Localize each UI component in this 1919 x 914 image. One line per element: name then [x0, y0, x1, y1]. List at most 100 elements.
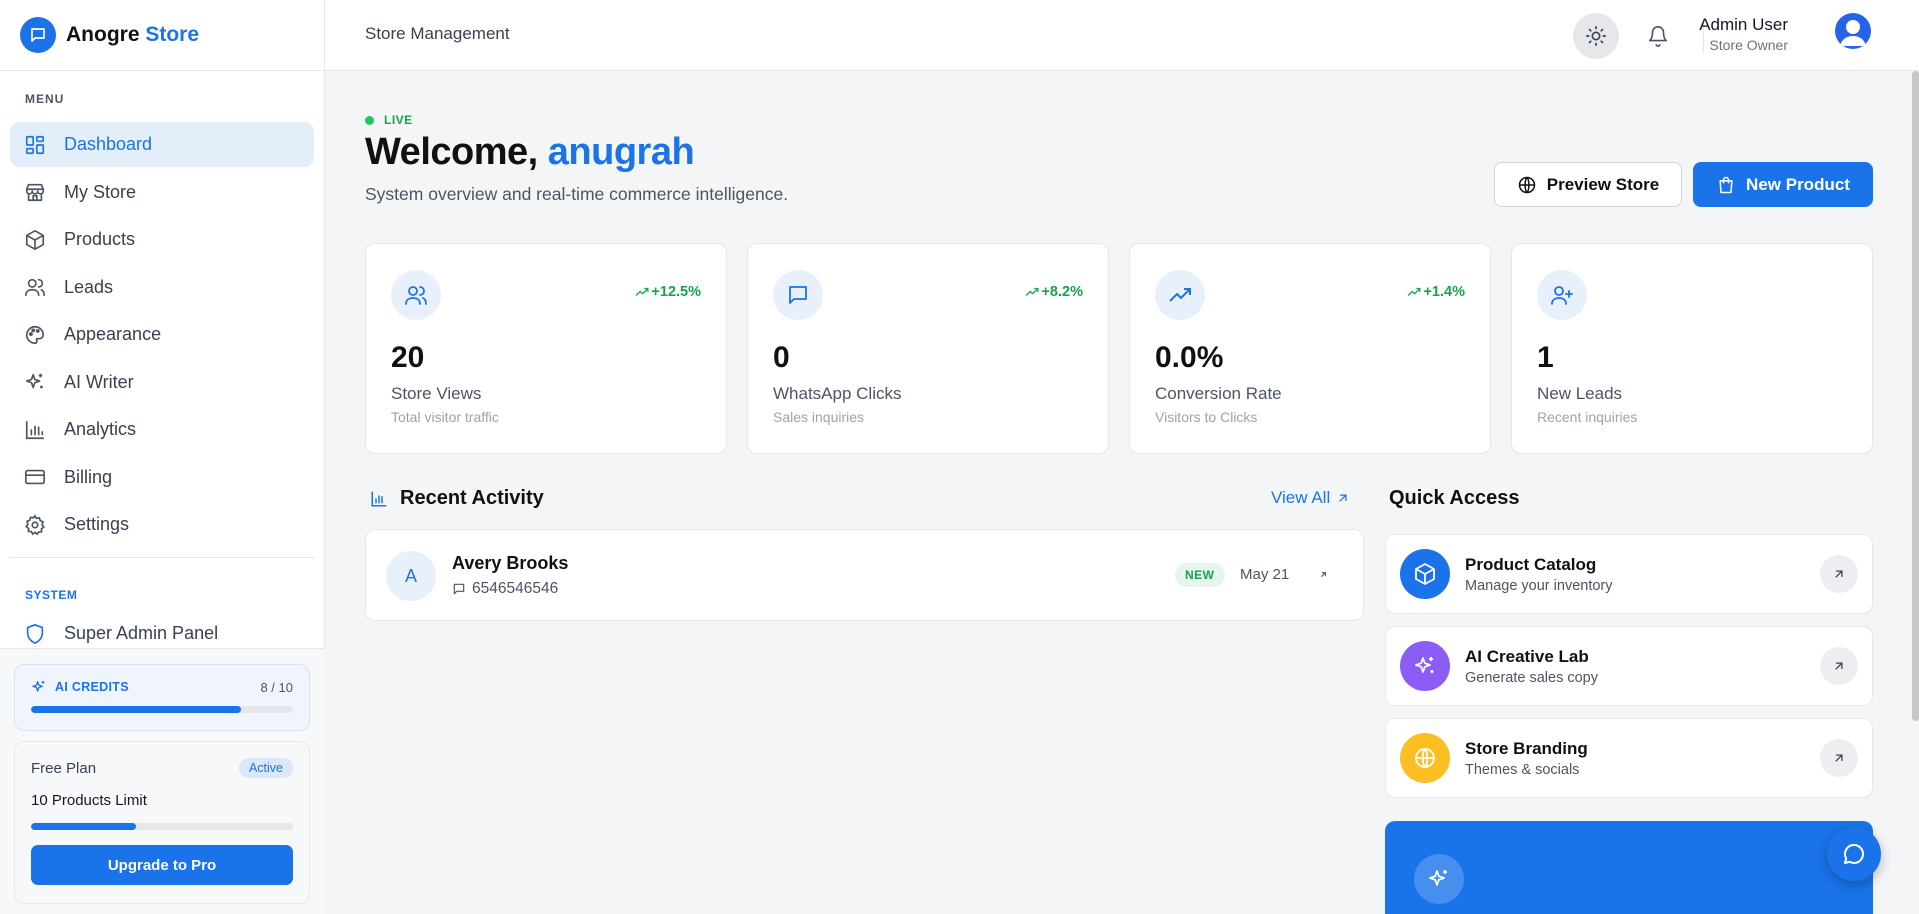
message-icon [773, 270, 823, 320]
activity-name: Avery Brooks [452, 553, 569, 573]
quick-access-ai-creative-lab[interactable]: AI Creative Lab Generate sales copy [1385, 626, 1873, 706]
chat-support-button[interactable] [1827, 827, 1881, 881]
arrow-up-right-icon [1339, 494, 1347, 502]
stat-value: 0.0% [1155, 341, 1224, 374]
sidebar-item-label: Analytics [64, 419, 137, 439]
sidebar-item-analytics[interactable]: Analytics [10, 407, 314, 452]
stat-card-store-views[interactable]: +12.5% 20 Store Views Total visitor traf… [365, 243, 727, 454]
live-indicator: LIVE [365, 113, 413, 127]
activity-phone-number: 6546546546 [472, 580, 559, 597]
view-all-link[interactable]: View All [1271, 488, 1350, 508]
bar-chart-icon [371, 491, 387, 506]
plan-card: Free Plan Active 10 Products Limit Upgra… [14, 741, 310, 904]
shield-icon [24, 623, 46, 645]
trending-up-icon [636, 287, 649, 296]
user-avatar-icon [1840, 20, 1866, 46]
nav-divider [10, 557, 314, 558]
welcome-user-name: anugrah [547, 131, 695, 173]
chat-bubble-icon [1844, 844, 1864, 865]
sidebar-system-nav: Super Admin Panel [10, 611, 314, 659]
sidebar-item-label: Leads [64, 276, 114, 297]
ai-credits-title: AI CREDITS [55, 680, 129, 694]
preview-store-button[interactable]: Preview Store [1494, 162, 1682, 207]
activity-row[interactable]: A Avery Brooks 6546546546 NEW May 21 [365, 529, 1364, 621]
quick-access-product-catalog[interactable]: Product Catalog Manage your inventory [1385, 534, 1873, 614]
brand-name-accent: Store [145, 23, 200, 46]
arrow-up-right-icon[interactable] [1820, 739, 1858, 777]
globe-icon [1400, 733, 1450, 783]
stat-value: 20 [391, 341, 425, 374]
box-icon [24, 229, 46, 251]
chat-bubble-icon [20, 17, 56, 53]
live-dot-icon [365, 115, 374, 125]
sidebar-item-label: Billing [64, 466, 113, 487]
sidebar-item-appearance[interactable]: Appearance [10, 312, 314, 357]
quick-access-title: AI Creative Lab [1465, 647, 1589, 666]
sidebar-item-leads[interactable]: Leads [10, 265, 314, 310]
sidebar-item-settings[interactable]: Settings [10, 502, 314, 547]
users-icon [24, 276, 46, 298]
users-icon [391, 270, 441, 320]
sidebar-item-billing[interactable]: Billing [10, 455, 314, 500]
arrow-up-right-icon[interactable] [1319, 570, 1328, 579]
sidebar-item-label: My Store [64, 181, 137, 202]
scrollbar[interactable] [1912, 71, 1919, 721]
arrow-up-right-icon[interactable] [1820, 555, 1858, 593]
plan-status-badge: Active [238, 758, 293, 778]
trending-up-icon [1026, 287, 1039, 296]
menu-label: MENU [25, 92, 65, 106]
stat-sublabel: Visitors to Clicks [1155, 409, 1258, 425]
theme-toggle-button[interactable] [1573, 13, 1619, 59]
sidebar-item-products[interactable]: Products [10, 217, 314, 262]
new-product-button[interactable]: New Product [1693, 162, 1873, 207]
sidebar-nav: Dashboard My Store Products Leads Appear… [10, 122, 314, 550]
sidebar-item-my-store[interactable]: My Store [10, 170, 314, 215]
recent-activity-heading: Recent Activity [370, 487, 544, 510]
stat-sublabel: Recent inquiries [1537, 409, 1638, 425]
user-role: Store Owner [1709, 37, 1788, 53]
sidebar-item-label: Dashboard [64, 134, 153, 154]
sidebar-item-super-admin[interactable]: Super Admin Panel [10, 611, 314, 656]
user-name[interactable]: Admin User [1699, 15, 1788, 34]
stat-label: Conversion Rate [1155, 384, 1282, 403]
ai-credits-label: AI CREDITS [31, 679, 129, 695]
status-badge: NEW [1175, 563, 1225, 587]
brand-name: Anogre Store [66, 23, 199, 47]
stat-change-value: +12.5% [651, 284, 701, 300]
stat-card-whatsapp-clicks[interactable]: +8.2% 0 WhatsApp Clicks Sales inquiries [747, 243, 1109, 454]
upgrade-button[interactable]: Upgrade to Pro [31, 845, 293, 885]
stat-card-conversion-rate[interactable]: +1.4% 0.0% Conversion Rate Visitors to C… [1129, 243, 1491, 454]
sidebar-item-label: Products [64, 229, 136, 249]
activity-phone: 6546546546 [452, 580, 558, 598]
sparkles-icon [32, 681, 45, 692]
brand[interactable]: Anogre Store [0, 0, 324, 71]
stat-card-new-leads[interactable]: 1 New Leads Recent inquiries [1511, 243, 1873, 454]
message-icon [453, 583, 465, 595]
page-title: Store Management [365, 24, 510, 43]
globe-icon [1518, 176, 1536, 193]
shopping-bag-icon [1719, 176, 1733, 193]
stat-sublabel: Sales inquiries [773, 409, 865, 425]
avatar[interactable] [1835, 13, 1871, 49]
store-icon [24, 181, 46, 203]
sidebar-item-dashboard[interactable]: Dashboard [10, 122, 314, 167]
quick-access-store-branding[interactable]: Store Branding Themes & socials [1385, 718, 1873, 798]
trending-up-icon [1408, 287, 1421, 296]
stat-change: +12.5% [635, 284, 701, 300]
arrow-up-right-icon[interactable] [1820, 647, 1858, 685]
stat-value: 0 [773, 341, 790, 374]
box-icon [1400, 549, 1450, 599]
stat-change-value: +8.2% [1041, 284, 1083, 300]
plan-limit: 10 Products Limit [31, 792, 147, 809]
quick-access-title: Product Catalog [1465, 555, 1597, 574]
sidebar-item-ai-writer[interactable]: AI Writer [10, 360, 314, 405]
stat-label: Store Views [391, 384, 482, 403]
system-label: SYSTEM [25, 588, 78, 602]
header-divider [1703, 18, 1704, 53]
promo-card [1385, 821, 1873, 914]
notifications-button[interactable] [1635, 13, 1681, 59]
new-product-label: New Product [1746, 174, 1850, 194]
sidebar-item-label: Appearance [64, 324, 162, 344]
top-header: Store Management Admin User Store Owner [325, 0, 1919, 71]
quick-access-heading: Quick Access [1389, 487, 1520, 509]
